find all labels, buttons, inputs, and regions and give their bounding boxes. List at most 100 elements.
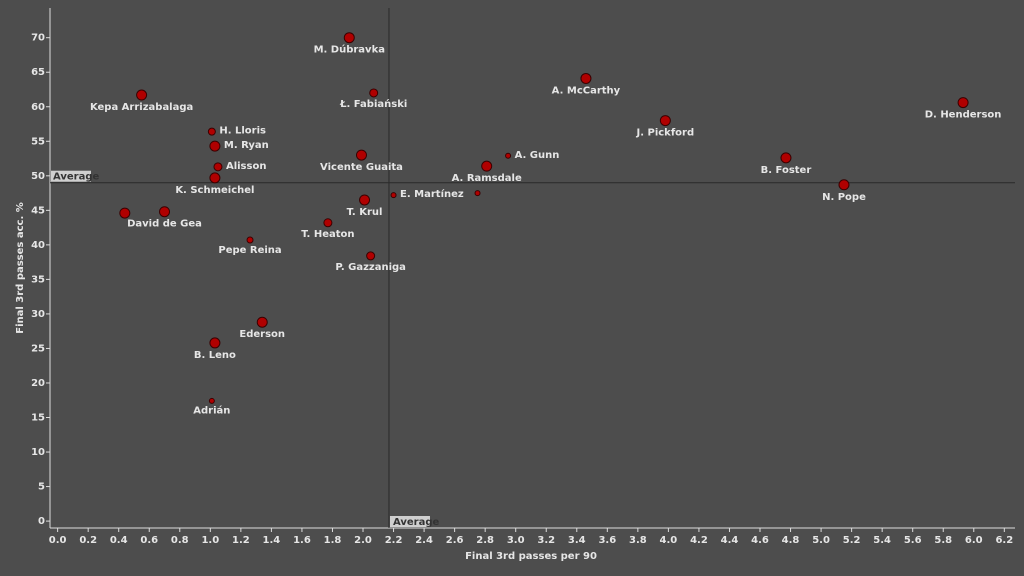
x-tick-label: 4.4 (721, 535, 739, 546)
point-label: Pepe Reina (218, 245, 281, 256)
point (659, 115, 671, 127)
y-tick-label: 55 (31, 136, 45, 147)
y-tick-label: 0 (38, 516, 45, 527)
y-tick-label: 25 (31, 343, 45, 354)
x-tick-label: 5.0 (812, 535, 830, 546)
x-tick-label: 4.6 (751, 535, 769, 546)
point-label: Vicente Guaita (320, 162, 403, 173)
point (957, 97, 969, 109)
point-label: T. Heaton (301, 229, 354, 240)
point (780, 152, 792, 164)
x-tick-label: 3.4 (568, 535, 586, 546)
point (355, 149, 367, 161)
point-label: B. Leno (194, 350, 236, 361)
y-tick-label: 70 (31, 33, 45, 44)
point (366, 251, 376, 261)
point (323, 218, 333, 228)
point-label: Alisson (226, 161, 267, 172)
point (136, 89, 148, 101)
point (209, 172, 221, 184)
point (481, 160, 493, 172)
point-label: E. Martínez (400, 188, 464, 200)
x-tick-label: 2.6 (446, 535, 464, 546)
point (474, 190, 481, 197)
point (838, 179, 850, 191)
y-tick-label: 35 (31, 274, 45, 285)
point (505, 152, 512, 159)
point-label: K. Schmeichel (175, 185, 254, 196)
point (580, 72, 592, 84)
point-label: M. Dúbravka (314, 44, 385, 56)
point (213, 162, 223, 172)
x-tick-label: 0.6 (140, 535, 158, 546)
x-tick-label: 2.4 (415, 535, 433, 546)
point-label: N. Pope (822, 192, 866, 203)
y-tick-label: 5 (38, 482, 45, 493)
point-label: Adrián (193, 404, 230, 416)
x-tick-label: 1.6 (293, 535, 311, 546)
y-tick-label: 60 (31, 102, 45, 113)
y-tick-label: 40 (31, 240, 45, 251)
y-tick-label: 45 (31, 205, 45, 216)
point (359, 194, 371, 206)
x-tick-label: 5.2 (843, 535, 861, 546)
y-tick-label: 20 (31, 378, 45, 389)
average-label-box (389, 516, 430, 527)
x-tick-label: 6.0 (965, 535, 983, 546)
point (209, 140, 221, 152)
x-tick-label: 5.4 (873, 535, 891, 546)
y-tick-label: 15 (31, 413, 45, 424)
point (159, 206, 171, 218)
y-axis-label: Final 3rd passes acc. % (15, 202, 26, 334)
x-tick-label: 5.8 (934, 535, 952, 546)
y-tick-label: 50 (31, 171, 45, 182)
point-label: A. Ramsdale (452, 173, 522, 184)
x-tick-label: 0.2 (79, 535, 97, 546)
point (369, 88, 379, 98)
x-tick-label: 5.6 (904, 535, 922, 546)
point (343, 32, 355, 44)
point-label: A. Gunn (515, 150, 560, 161)
average-label-box (51, 170, 91, 182)
x-tick-label: 2.0 (354, 535, 372, 546)
point-label: P. Gazzaniga (335, 262, 406, 273)
x-tick-label: 0.8 (171, 535, 189, 546)
x-tick-label: 1.0 (201, 535, 219, 546)
point-label: H. Lloris (219, 126, 266, 137)
x-tick-label: 1.2 (232, 535, 250, 546)
point-label: David de Gea (127, 219, 202, 230)
x-tick-label: 6.2 (995, 535, 1013, 546)
x-tick-label: 2.8 (476, 535, 494, 546)
x-tick-label: 3.6 (598, 535, 616, 546)
x-tick-label: 2.2 (385, 535, 403, 546)
y-tick-label: 65 (31, 67, 45, 78)
x-tick-label: 1.8 (324, 535, 342, 546)
point-label: Ł. Fabiański (339, 98, 407, 110)
point-label: J. Pickford (636, 128, 695, 139)
x-tick-label: 4.8 (782, 535, 800, 546)
average-label: Average (393, 517, 440, 528)
x-tick-label: 0.0 (49, 535, 67, 546)
point-label: D. Henderson (925, 110, 1002, 121)
point-label: M. Ryan (224, 140, 269, 151)
point-label: Ederson (239, 329, 285, 340)
x-tick-label: 4.0 (660, 535, 678, 546)
point (246, 236, 254, 244)
x-tick-label: 0.4 (110, 535, 128, 546)
x-tick-label: 3.8 (629, 535, 647, 546)
x-tick-label: 3.0 (507, 535, 525, 546)
point-label: B. Foster (761, 165, 812, 176)
point (256, 316, 268, 328)
point (209, 337, 221, 349)
point (119, 207, 131, 219)
y-tick-label: 10 (31, 447, 45, 458)
x-tick-label: 4.2 (690, 535, 708, 546)
average-label: Average (53, 172, 100, 183)
y-tick-label: 30 (31, 309, 45, 320)
point (390, 192, 397, 199)
point-label: T. Krul (347, 207, 383, 218)
x-axis-label: Final 3rd passes per 90 (465, 551, 597, 562)
x-tick-label: 3.2 (537, 535, 555, 546)
